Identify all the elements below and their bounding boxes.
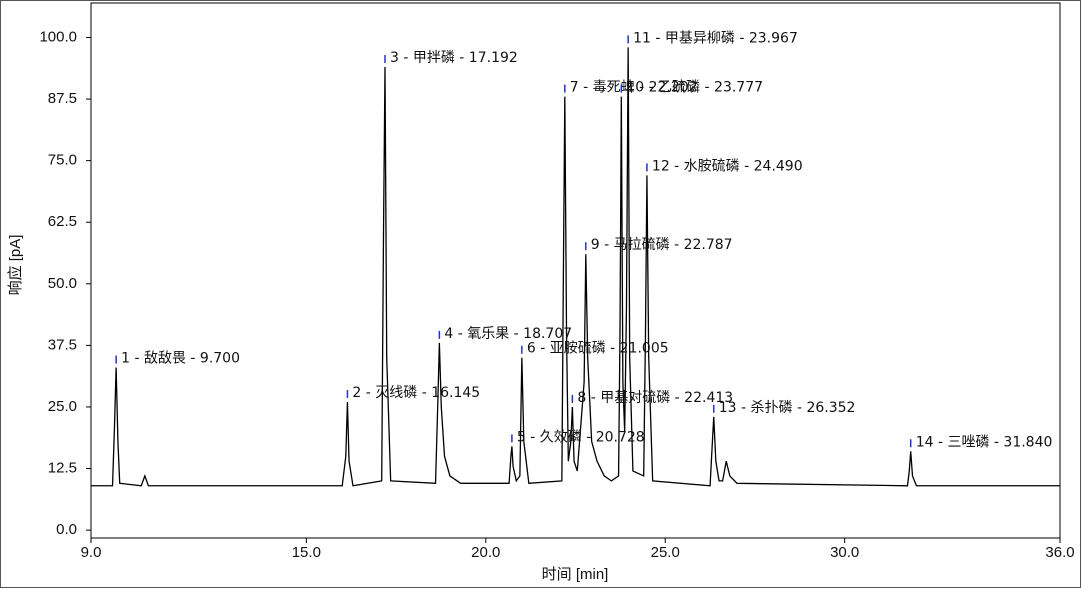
trace	[91, 47, 1060, 487]
x-tick-label: 25.0	[651, 544, 680, 561]
y-tick-label: 50.0	[48, 275, 77, 292]
y-tick-label: 75.0	[48, 152, 77, 169]
y-tick-label: 62.5	[48, 213, 77, 230]
peak-label: 1 - 敌敌畏 - 9.700	[121, 351, 240, 367]
y-tick-label: 12.5	[48, 460, 77, 477]
y-tick-label: 25.0	[48, 398, 77, 415]
y-tick-label: 87.5	[48, 90, 77, 107]
peak-label: 8 - 甲基对硫磷 - 22.413	[577, 389, 733, 406]
peak-label: 11 - 甲基异柳磷 - 23.967	[633, 29, 798, 46]
peak-label: 12 - 水胺硫磷 - 24.490	[652, 158, 803, 174]
peak-label: 13 - 杀扑磷 - 26.352	[719, 400, 856, 416]
peak-label: 3 - 甲拌磷 - 17.192	[390, 50, 518, 66]
peak-label: 6 - 亚胺硫磷 - 21.005	[527, 341, 669, 357]
x-tick-label: 20.0	[471, 544, 500, 561]
x-tick-label: 30.0	[830, 544, 859, 561]
peak-label: 5 - 久效磷 - 20.728	[517, 429, 645, 445]
x-tick-label: 15.0	[292, 544, 321, 561]
x-axis-label: 时间 [min]	[542, 566, 609, 583]
peak-label: 9 - 马拉硫磷 - 22.787	[591, 237, 733, 253]
y-tick-label: 100.0	[39, 28, 77, 45]
peak-label: 4 - 氧乐果 - 18.707	[444, 326, 572, 342]
peak-label: 10 - 乙硫磷 - 23.777	[626, 80, 763, 96]
y-tick-label: 0.0	[56, 521, 77, 538]
y-axis-label: 响应 [pA]	[6, 235, 24, 296]
x-tick-label: 9.0	[81, 544, 102, 561]
x-tick-label: 36.0	[1045, 544, 1074, 561]
y-tick-label: 37.5	[48, 336, 77, 353]
peak-label: 2 - 灭线磷 - 16.145	[352, 385, 480, 401]
peak-label: 14 - 三唑磷 - 31.840	[916, 434, 1053, 450]
peak-label: 7 - 毒死蜱 - 22.202	[570, 80, 698, 96]
plot-area	[90, 2, 1061, 539]
